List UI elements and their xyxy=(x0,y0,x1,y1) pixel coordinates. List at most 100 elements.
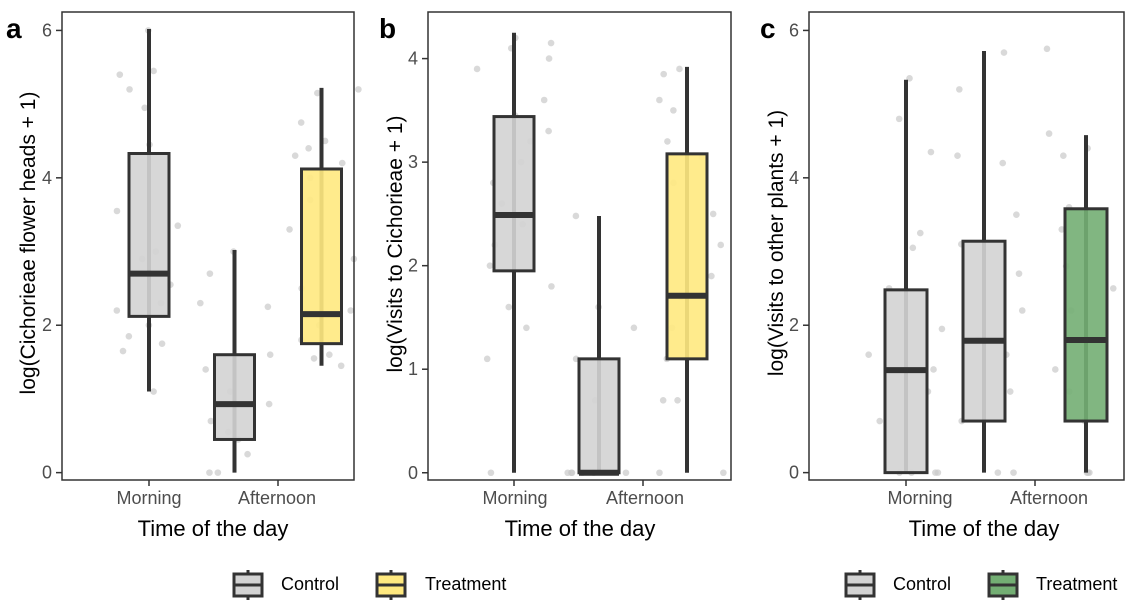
y-tick-label: 0 xyxy=(408,463,418,483)
data-point xyxy=(473,65,481,73)
data-point xyxy=(286,226,293,233)
data-point xyxy=(487,469,495,477)
data-point xyxy=(338,159,346,167)
data-point xyxy=(656,96,663,104)
data-point xyxy=(1058,226,1066,233)
panel-label: b xyxy=(379,13,396,44)
y-tick-label: 0 xyxy=(789,463,799,483)
data-point xyxy=(876,417,884,425)
data-point xyxy=(622,469,630,477)
data-point xyxy=(916,229,924,237)
box-control xyxy=(213,353,256,441)
data-point xyxy=(305,145,312,152)
data-point xyxy=(326,351,333,359)
data-point xyxy=(483,355,491,363)
data-point xyxy=(310,355,318,362)
data-point xyxy=(1060,152,1067,160)
data-point xyxy=(1109,285,1117,292)
data-point xyxy=(865,351,872,359)
data-point xyxy=(297,119,305,126)
legend-label-treatment: Treatment xyxy=(1036,574,1117,594)
data-point xyxy=(660,70,667,78)
data-point xyxy=(1051,366,1059,373)
data-point xyxy=(202,366,209,373)
x-tick-label-afternoon: Afternoon xyxy=(1010,488,1088,508)
data-point xyxy=(174,222,182,230)
data-point xyxy=(664,138,671,145)
data-point xyxy=(150,388,157,395)
data-point xyxy=(630,324,638,332)
panel-a: a log(Cichorieae flower heads + 1) Time … xyxy=(6,11,362,541)
data-point xyxy=(956,86,963,93)
data-point xyxy=(895,115,903,123)
y-tick-label: 2 xyxy=(789,315,799,335)
data-point xyxy=(1015,270,1023,277)
panel-frame xyxy=(61,11,355,481)
data-point xyxy=(337,362,345,370)
data-point xyxy=(999,159,1007,167)
data-point xyxy=(141,104,148,112)
data-point xyxy=(545,127,552,135)
y-tick-label: 2 xyxy=(408,256,418,276)
legend-label-treatment: Treatment xyxy=(425,574,506,594)
x-axis-title: Time of the day xyxy=(505,516,656,541)
data-point xyxy=(113,207,121,215)
y-tick-label: 3 xyxy=(408,152,418,172)
panel-frame xyxy=(427,11,732,481)
data-point xyxy=(659,396,667,404)
x-axis-title: Time of the day xyxy=(138,516,289,541)
legend-1: Control Treatment xyxy=(232,570,506,600)
data-point xyxy=(720,469,727,477)
data-point xyxy=(291,152,299,160)
data-point xyxy=(709,210,717,218)
box-control xyxy=(492,115,536,273)
data-point xyxy=(265,400,273,408)
legend-label-control: Control xyxy=(893,574,951,594)
panel-c: c log(Visits to other plants + 1) Time o… xyxy=(760,11,1125,541)
data-point xyxy=(206,270,214,277)
data-point xyxy=(505,303,513,311)
data-point xyxy=(954,152,961,160)
data-point xyxy=(244,450,251,458)
data-point xyxy=(158,340,166,347)
panel-frame xyxy=(808,11,1125,481)
box-control xyxy=(577,357,621,475)
x-tick-label-morning: Morning xyxy=(482,488,547,508)
data-point xyxy=(207,417,215,425)
panel-label: c xyxy=(760,13,776,44)
x-tick-label-morning: Morning xyxy=(116,488,181,508)
data-point xyxy=(314,89,321,97)
data-point xyxy=(125,332,133,340)
y-tick-label: 0 xyxy=(42,463,52,483)
data-point xyxy=(717,241,725,249)
data-point xyxy=(568,469,576,477)
y-axis-title: log(Visits to Cichorieae + 1) xyxy=(384,116,407,373)
data-point xyxy=(347,307,354,314)
data-point xyxy=(670,107,677,114)
data-point xyxy=(355,86,362,93)
data-point xyxy=(1013,211,1020,218)
box-control xyxy=(961,239,1007,423)
data-point xyxy=(909,244,917,252)
legend-label-control: Control xyxy=(281,574,339,594)
x-axis-title: Time of the day xyxy=(909,516,1060,541)
y-tick-label: 2 xyxy=(42,315,52,335)
data-point xyxy=(264,303,272,311)
data-point xyxy=(545,55,553,62)
y-tick-label: 6 xyxy=(42,20,52,40)
y-tick-label: 4 xyxy=(42,168,52,188)
y-tick-label: 1 xyxy=(408,359,418,379)
box-treatment xyxy=(665,152,709,361)
data-point xyxy=(113,307,121,314)
box-treatment xyxy=(1063,207,1109,423)
data-point xyxy=(1000,49,1008,56)
data-point xyxy=(486,262,494,269)
data-point xyxy=(547,39,555,47)
data-point xyxy=(676,65,683,73)
data-point xyxy=(1006,388,1014,395)
y-tick-label: 4 xyxy=(408,49,418,69)
data-point xyxy=(150,67,157,75)
data-point xyxy=(994,469,1002,476)
box-control xyxy=(883,288,929,475)
